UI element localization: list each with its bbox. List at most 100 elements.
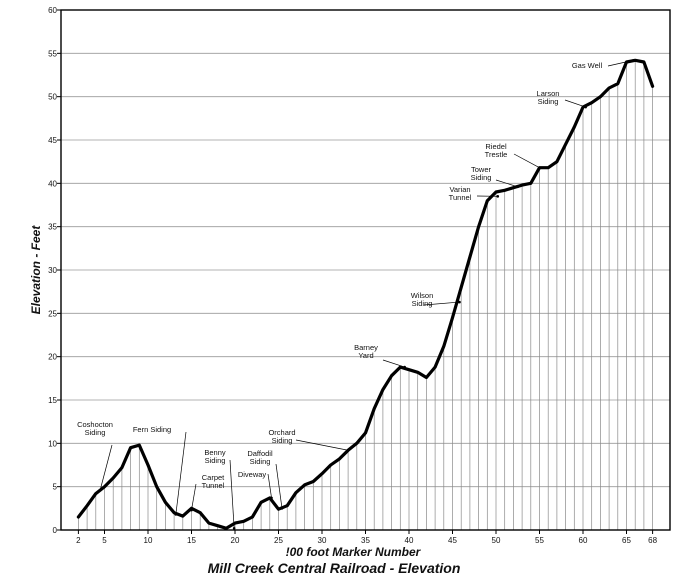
x-tick-label: 5	[102, 536, 107, 545]
x-tick-label: 60	[579, 536, 588, 545]
annotation-label: Yard	[358, 351, 373, 360]
annotation-leader	[99, 444, 113, 491]
elevation-series	[76, 58, 655, 530]
annotation-arrowhead	[458, 300, 461, 304]
annotation-leader	[229, 459, 235, 529]
annotation-leader	[607, 59, 634, 67]
y-tick-label: 5	[53, 483, 58, 492]
annotation-arrowhead	[632, 58, 635, 62]
annotation-arrowhead	[584, 105, 587, 109]
annotation-leader	[267, 473, 272, 498]
annotation-arrowhead	[516, 185, 520, 189]
x-axis-label: !00 foot Marker Number	[286, 545, 422, 559]
y-axis-label: Elevation - Feet	[29, 225, 43, 315]
annotation-label: Larson	[537, 89, 560, 98]
y-tick-label: 25	[48, 309, 57, 318]
annotation-arrowhead	[270, 496, 273, 500]
annotation-label: Orchard	[268, 428, 295, 437]
annotation-label: Fern Siding	[133, 425, 171, 434]
annotation-label: Riedel	[485, 142, 507, 151]
annotation-leader	[382, 359, 405, 368]
y-tick-label: 30	[48, 266, 57, 275]
x-tick-label: 50	[492, 536, 501, 545]
annotation-label: Siding	[205, 456, 226, 465]
annotation-label: Carpet	[202, 473, 225, 482]
x-tick-label: 35	[361, 536, 370, 545]
x-tick-label: 30	[318, 536, 327, 545]
y-tick-label: 20	[48, 353, 57, 362]
annotation-leader	[513, 153, 540, 169]
annotation-label: Barney	[354, 343, 378, 352]
annotation-leader	[175, 431, 187, 515]
x-tick-label: 15	[187, 536, 196, 545]
x-tick-label: 40	[405, 536, 414, 545]
annotation-label: Siding	[471, 173, 492, 182]
y-tick-label: 10	[48, 439, 57, 448]
y-axis-ticks: 0 5 10 15 20 25 30 35 40 45 50 55 60	[48, 6, 61, 535]
y-tick-label: 40	[48, 179, 57, 188]
annotation-arrowhead	[346, 448, 350, 452]
y-tick-label: 0	[53, 526, 58, 535]
y-tick-label: 35	[48, 223, 57, 232]
x-tick-label: 55	[535, 536, 544, 545]
annotation-label: Trestle	[485, 150, 508, 159]
horizontal-grid	[61, 52, 670, 488]
annotation-label: Coshocton	[77, 420, 113, 429]
annotation-leader	[191, 483, 197, 511]
y-tick-label: 15	[48, 396, 57, 405]
annotation: Fern Siding	[133, 425, 187, 516]
annotation-label: Daffodil	[247, 449, 273, 458]
annotation-arrowhead	[496, 195, 500, 198]
annotation-label: Tower	[471, 165, 492, 174]
annotation-arrowhead	[232, 526, 236, 530]
y-tick-label: 55	[48, 49, 57, 58]
annotation-leader	[495, 179, 518, 188]
annotation-arrowhead	[280, 507, 284, 510]
annotation-label: Gas Well	[572, 61, 603, 70]
annotation-arrowhead	[98, 488, 102, 492]
x-tick-label: 68	[648, 536, 657, 545]
vertical-drop-lines	[78, 60, 653, 530]
annotation: Diveway	[238, 470, 273, 500]
annotation-label: Siding	[85, 428, 106, 437]
y-tick-label: 60	[48, 6, 57, 15]
annotation-arrowhead	[538, 166, 541, 170]
x-tick-label: 65	[622, 536, 631, 545]
annotation-leader	[275, 463, 283, 509]
annotation-leader	[423, 301, 460, 306]
annotation-label: Benny	[204, 448, 226, 457]
elevation-line	[76, 58, 655, 530]
x-tick-label: 10	[144, 536, 153, 545]
annotation-label: Siding	[250, 457, 271, 466]
annotation-label: Varian	[449, 185, 470, 194]
annotation-label: Tunnel	[202, 481, 225, 490]
x-tick-label: 25	[274, 536, 283, 545]
x-axis-ticks: 2 5 10 15 20 25 30 35 40 45 50 55 60 65 68	[76, 530, 658, 545]
annotation-arrowhead	[190, 508, 193, 512]
annotation-leader	[564, 99, 586, 108]
annotation: Gas Well	[572, 58, 635, 70]
annotation-arrowhead	[174, 513, 178, 516]
x-tick-label: 45	[448, 536, 457, 545]
chart-title: Mill Creek Central Railroad - Elevation	[208, 560, 461, 576]
annotation-label: Siding	[412, 299, 433, 308]
annotation-label: Tunnel	[449, 193, 472, 202]
y-tick-label: 45	[48, 136, 57, 145]
annotation-label: Wilson	[411, 291, 434, 300]
y-tick-label: 50	[48, 93, 57, 102]
x-tick-label: 20	[231, 536, 240, 545]
